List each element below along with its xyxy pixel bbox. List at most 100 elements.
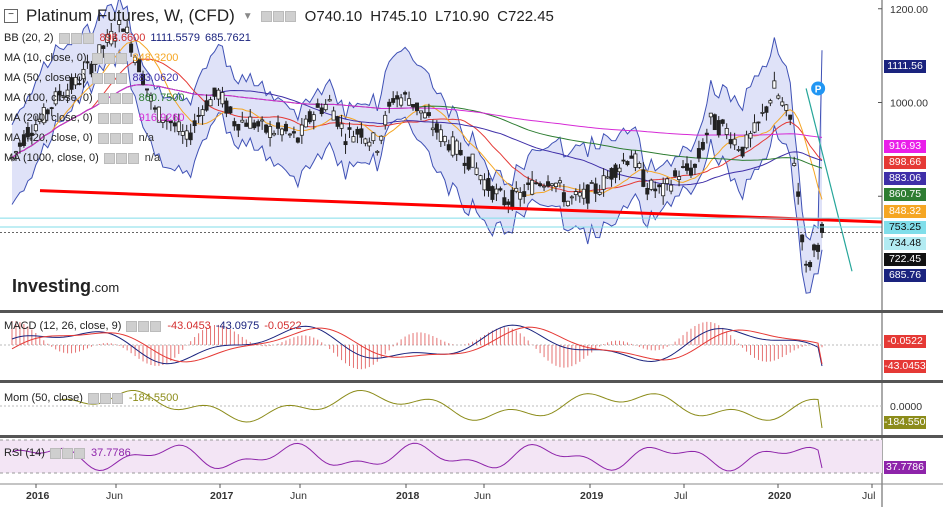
indicator-label[interactable]: BB (20, 2) — [4, 32, 54, 44]
indicator-settings-icon[interactable] — [103, 152, 140, 164]
x-tick-label: Jun — [106, 490, 123, 502]
indicator-settings-icon[interactable] — [49, 447, 86, 459]
investing-logo: Investing.com — [12, 276, 120, 296]
candle — [673, 170, 678, 177]
indicator-row: MA (100, close, 0) 860.7500 — [4, 92, 185, 104]
candle — [85, 61, 90, 64]
candle — [526, 182, 531, 185]
candle — [712, 114, 717, 131]
indicator-value: -43.0453 — [167, 320, 211, 332]
rsi-line — [11, 442, 823, 472]
candle — [248, 116, 253, 129]
candle — [407, 98, 412, 106]
candle — [800, 234, 805, 243]
chevron-down-icon[interactable]: ▼ — [242, 10, 253, 22]
indicator-value: 883.0620 — [132, 72, 179, 84]
candle — [700, 141, 705, 150]
x-tick-label: 2017 — [210, 490, 234, 502]
candle — [553, 182, 558, 187]
candle — [359, 128, 364, 138]
candle — [601, 175, 606, 190]
indicator-settings-icon[interactable] — [58, 32, 95, 44]
candle — [41, 107, 46, 124]
rsi-legend: RSI (14) 37.7786 — [4, 447, 131, 459]
candle — [228, 106, 233, 114]
candle — [331, 110, 336, 121]
candle — [375, 150, 380, 153]
candle — [704, 132, 709, 136]
indicator-label[interactable]: MA (10, close, 0) — [4, 52, 87, 64]
candle — [184, 130, 189, 140]
candle — [522, 191, 527, 197]
candle — [240, 119, 245, 123]
candle — [45, 109, 50, 115]
indicator-label[interactable]: Mom (50, close) — [4, 392, 83, 404]
candle — [744, 134, 749, 149]
trendline — [39, 189, 883, 224]
indicator-label[interactable]: MA (420, close, 0) — [4, 132, 93, 144]
indicator-settings-icon[interactable] — [91, 72, 128, 84]
candle — [434, 123, 439, 133]
candle — [593, 183, 598, 194]
candle — [752, 122, 757, 133]
candle — [486, 178, 491, 191]
x-tick-label: Jun — [290, 490, 307, 502]
symbol-title[interactable]: Platinum Futures, W, (CFD) — [26, 6, 235, 25]
candle — [788, 114, 793, 120]
indicator-settings-icon[interactable] — [126, 320, 162, 332]
candle — [609, 168, 614, 180]
candle — [272, 132, 277, 136]
price-tag: 860.75 — [884, 188, 926, 201]
candle — [156, 106, 161, 123]
candle — [494, 188, 499, 195]
price-plot[interactable]: P — [0, 0, 883, 294]
candle — [25, 127, 30, 138]
candle — [641, 169, 646, 187]
candle — [478, 175, 483, 181]
price-tag: 848.32 — [884, 205, 926, 218]
indicator-settings-icon[interactable] — [87, 392, 124, 404]
indicator-row: MA (200, close, 0) 916.9260 — [4, 112, 185, 124]
candle — [37, 118, 42, 122]
indicator-label[interactable]: MA (200, close, 0) — [4, 112, 93, 124]
ohlc-open: O740.10 — [304, 7, 363, 25]
bollinger-upper — [11, 0, 823, 241]
collapse-icon[interactable]: − — [4, 9, 18, 23]
candle — [812, 244, 817, 251]
indicator-settings-icon[interactable] — [97, 132, 134, 144]
indicator-settings-icon[interactable] — [91, 52, 128, 64]
candle — [677, 176, 682, 180]
candle — [518, 192, 523, 200]
candle — [53, 91, 58, 105]
pane-separator — [0, 310, 943, 313]
indicator-settings-icon[interactable] — [97, 92, 134, 104]
indicator-label[interactable]: MA (50, close, 0) — [4, 72, 87, 84]
candle — [780, 101, 785, 106]
candle — [164, 119, 169, 122]
candle — [414, 102, 419, 111]
rsi-band — [0, 440, 882, 473]
candle — [176, 121, 181, 132]
candle — [792, 162, 797, 166]
indicator-label[interactable]: RSI (14) — [4, 447, 45, 459]
pane-separator — [0, 380, 943, 383]
candle — [502, 197, 507, 206]
x-tick-label: Jul — [862, 490, 876, 502]
candle — [820, 223, 825, 234]
indicator-value: 916.9260 — [138, 112, 185, 124]
candle — [287, 133, 292, 136]
candle — [323, 104, 328, 111]
indicator-value: 860.7500 — [138, 92, 185, 104]
indicator-label[interactable]: MA (1000, close, 0) — [4, 152, 99, 164]
indicator-settings-icon[interactable] — [97, 112, 134, 124]
candle — [172, 122, 177, 127]
indicator-value: n/a — [144, 152, 161, 164]
candle — [546, 181, 551, 187]
indicator-label[interactable]: MA (100, close, 0) — [4, 92, 93, 104]
candle — [530, 179, 535, 195]
settings-icon[interactable] — [260, 6, 297, 26]
candle — [589, 182, 594, 184]
candle — [557, 180, 562, 184]
indicator-label[interactable]: MACD (12, 26, close, 9) — [4, 320, 122, 332]
indicator-row: MA (10, close, 0) 848.3200 — [4, 52, 178, 64]
